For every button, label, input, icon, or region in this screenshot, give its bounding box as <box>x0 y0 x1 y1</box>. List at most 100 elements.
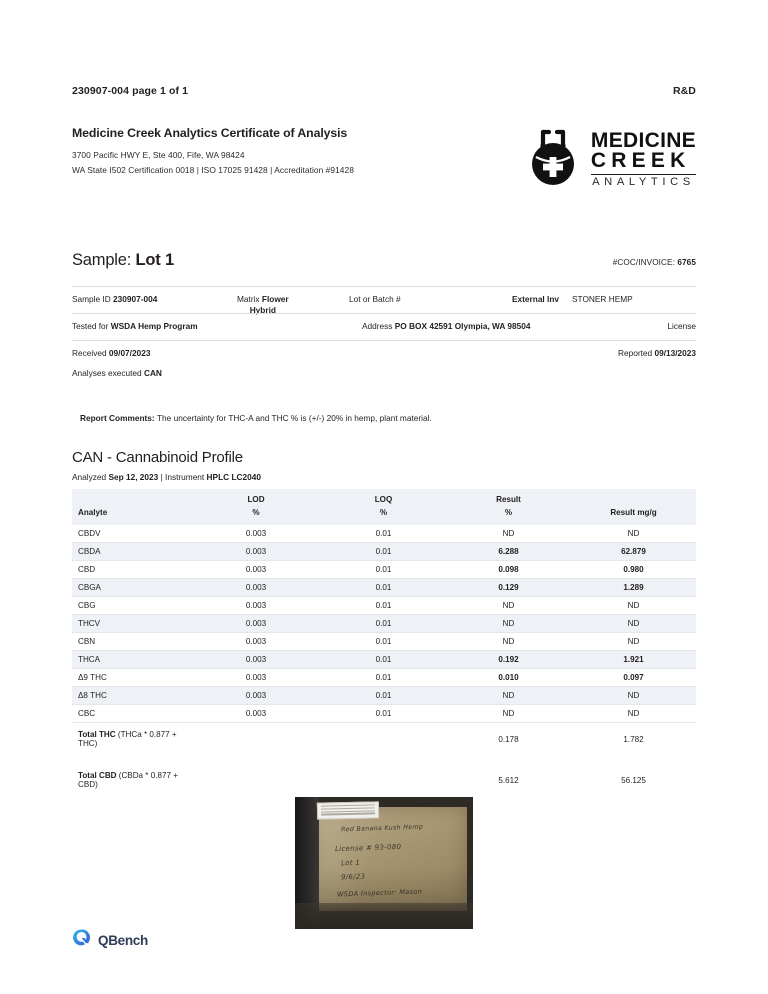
cell-result: 0.098 <box>446 560 571 580</box>
instrument-value: HPLC LC2040 <box>206 472 261 482</box>
table-row: CBN 0.003 0.01 ND ND <box>72 632 696 652</box>
cell-loq: 0.01 <box>321 650 446 670</box>
cell-analyte: CBD <box>72 560 191 580</box>
matrix-label: Matrix <box>237 294 262 304</box>
cell-loq: 0.01 <box>321 686 446 706</box>
sample-photo-container: Red Banana Kush Hemp License # 93-080 Lo… <box>72 797 696 930</box>
column-header-loq-text: LOQ <box>374 495 393 504</box>
cell-result: 0.129 <box>446 578 571 598</box>
reported-value: 09/13/2023 <box>654 348 696 358</box>
qbench-logo-icon <box>72 928 91 952</box>
cell-lod: 0.003 <box>191 542 321 562</box>
tested-for-field: Tested for WSDA Hemp Program <box>72 321 198 331</box>
reported-label: Reported <box>618 348 655 358</box>
cell-loq: 0.01 <box>321 614 446 634</box>
column-header-loq: LOQ % <box>321 489 446 526</box>
cell-analyte: CBN <box>72 632 191 652</box>
cell-result: ND <box>446 704 571 724</box>
results-header-row: Analyte LOD % LOQ % Result % Result mg/g <box>72 489 696 526</box>
table-row: CBGA 0.003 0.01 0.129 1.289 <box>72 578 696 598</box>
cell-total-loq <box>321 764 446 793</box>
cell-loq: 0.01 <box>321 525 446 544</box>
lot-batch-field: Lot or Batch # <box>349 294 401 304</box>
report-comments-label: Report Comments: <box>80 413 157 423</box>
column-header-lod-text: LOD <box>247 495 265 504</box>
cell-lod: 0.003 <box>191 704 321 724</box>
cell-result: 0.192 <box>446 650 571 670</box>
cell-result: 6.288 <box>446 542 571 562</box>
tested-for-label: Tested for <box>72 321 111 331</box>
cell-loq: 0.01 <box>321 596 446 616</box>
cell-lod: 0.003 <box>191 560 321 580</box>
analyzed-separator: | Instrument <box>158 472 207 482</box>
cell-loq: 0.01 <box>321 668 446 688</box>
table-row: THCA 0.003 0.01 0.192 1.921 <box>72 650 696 670</box>
qbench-wordmark: QBench <box>98 932 148 948</box>
cell-lod: 0.003 <box>191 650 321 670</box>
cell-analyte: CBDA <box>72 542 191 562</box>
results-table-head: Analyte LOD % LOQ % Result % Result mg/g <box>72 489 696 526</box>
can-section-title: CAN - Cannabinoid Profile <box>72 449 243 466</box>
cell-total-lod <box>191 723 321 765</box>
sample-name: Lot 1 <box>135 251 175 269</box>
table-row: Δ9 THC 0.003 0.01 0.010 0.097 <box>72 668 696 688</box>
logo-wordmark: MEDICINE CREEK ANALYTICS <box>590 130 696 189</box>
table-row: CBG 0.003 0.01 ND ND <box>72 596 696 616</box>
sample-name-block: Sample: Lot 1 <box>72 251 174 270</box>
cell-analyte: CBDV <box>72 525 191 544</box>
title-and-logo: Medicine Creek Analytics Certificate of … <box>72 124 696 193</box>
column-header-result-unit: % <box>504 507 513 517</box>
sample-id-field: Sample ID 230907-004 <box>72 294 157 304</box>
report-type-badge: R&D <box>672 85 696 97</box>
cell-loq: 0.01 <box>321 632 446 652</box>
report-comments-text: The uncertainty for THC-A and THC % is (… <box>156 413 432 423</box>
column-header-result-mgg-text: Result mg/g <box>610 507 657 517</box>
column-header-result-mgg: Result mg/g <box>571 489 696 526</box>
cell-analyte: THCA <box>72 650 191 670</box>
cell-total-result-mgg: 56.125 <box>621 775 646 785</box>
cell-result-mgg: 0.980 <box>571 560 696 580</box>
client-address-value: PO BOX 42591 Olympia, WA 98504 <box>394 321 531 331</box>
info-row-identity: Sample ID 230907-004 Matrix Flower Hybrid… <box>72 286 696 315</box>
cell-analyte: Δ8 THC <box>72 686 191 706</box>
cell-analyte: CBC <box>72 704 191 724</box>
page-title: Medicine Creek Analytics Certificate of … <box>72 126 348 140</box>
page-topbar: 230907-004 page 1 of 1 R&D <box>72 0 696 97</box>
total-label: Total CBD <box>78 771 119 781</box>
cell-result: ND <box>446 632 571 652</box>
cell-loq: 0.01 <box>321 560 446 580</box>
analyses-executed-label: Analyses executed <box>72 368 144 378</box>
cell-analyte: CBGA <box>72 578 191 598</box>
cell-lod: 0.003 <box>191 686 321 706</box>
cell-result-mgg: ND <box>571 596 696 616</box>
coc-invoice-block: #COC/INVOICE: 6765 <box>613 258 696 267</box>
total-formula: (THCa * 0.877 + THC) <box>78 730 177 749</box>
coc-label: #COC/INVOICE: <box>612 258 678 267</box>
total-formula: (CBDa * 0.877 + CBD) <box>78 771 178 790</box>
sample-id-value: 230907-004 <box>113 294 158 304</box>
cell-lod: 0.003 <box>191 596 321 616</box>
cell-lod: 0.003 <box>191 632 321 652</box>
lab-address: 3700 Pacific HWY E, Ste 400, Fife, WA 98… <box>72 150 245 160</box>
document-reference: 230907-004 page 1 of 1 <box>72 85 189 97</box>
cell-lod: 0.003 <box>191 668 321 688</box>
table-row: THCV 0.003 0.01 ND ND <box>72 614 696 634</box>
cell-result-mgg: ND <box>571 614 696 634</box>
sample-photo: Red Banana Kush Hemp License # 93-080 Lo… <box>295 797 473 930</box>
cell-result-mgg: ND <box>571 686 696 706</box>
column-header-lod: LOD % <box>191 489 321 526</box>
client-address-field: Address PO BOX 42591 Olympia, WA 98504 <box>362 321 531 331</box>
report-comments: Report Comments: The uncertainty for THC… <box>72 413 696 423</box>
lab-certifications: WA State I502 Certification 0018 | ISO 1… <box>72 165 354 175</box>
handwriting-date: 9/6/23 <box>340 872 366 882</box>
cell-total-result-mgg: 1.782 <box>623 734 644 744</box>
table-row: CBDA 0.003 0.01 6.288 62.879 <box>72 542 696 562</box>
cell-result-mgg: ND <box>571 632 696 652</box>
external-inv-field: External Inv <box>512 294 559 304</box>
cell-result-mgg: 0.097 <box>571 668 696 688</box>
logo-line-creek: CREEK <box>590 149 691 173</box>
received-field: Received 09/07/2023 <box>72 348 150 358</box>
cell-loq: 0.01 <box>321 542 446 562</box>
photo-background-bottom <box>295 903 473 930</box>
